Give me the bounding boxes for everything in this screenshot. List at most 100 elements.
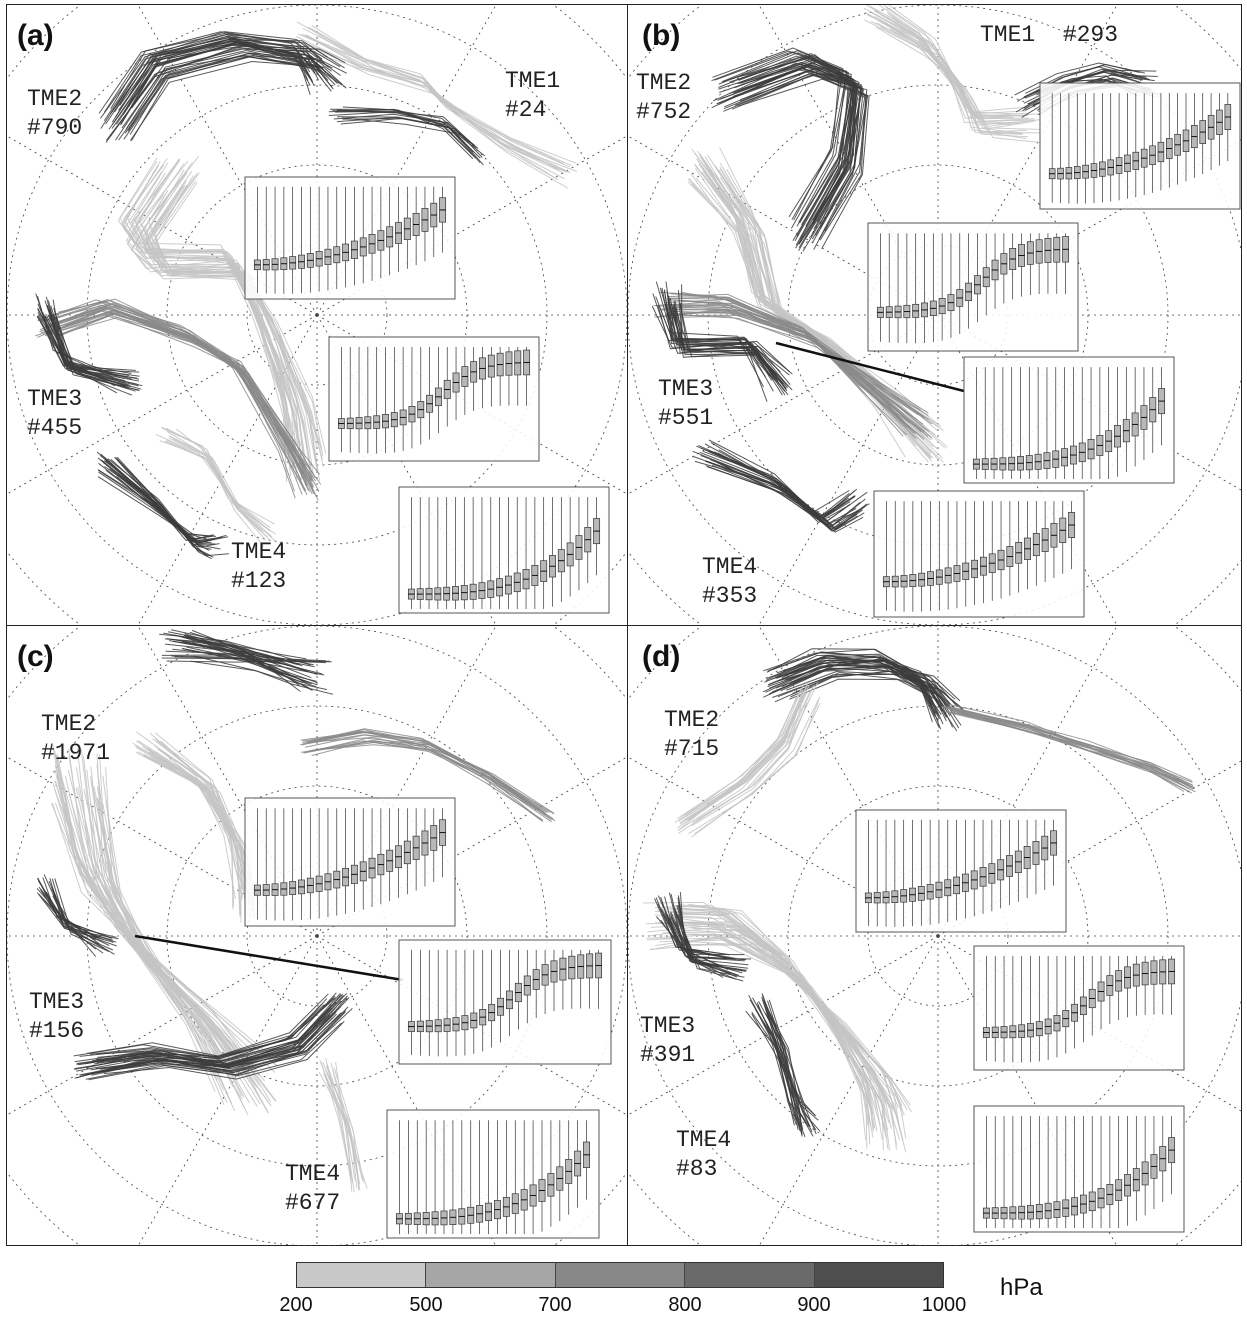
boxplot-inset [244,176,456,300]
trajectory-line [712,47,844,221]
trajectory-line [765,1003,806,1138]
trajectory-map-d [628,626,1242,1246]
trajectory-line [705,460,861,526]
tme-count: #83 [676,1156,718,1182]
trajectory-line [54,780,249,1066]
trajectory-line [191,629,301,692]
trajectory-line [53,310,132,396]
tme-label-tme1: TME1 #293 [980,21,1118,50]
trajectory-line [691,698,810,827]
trajectory-line [664,303,918,421]
trajectory-line [53,315,142,390]
trajectory-line [863,7,1026,115]
trajectory-line [955,710,1193,794]
tme-name: TME3 [29,989,85,1015]
trajectory-line [661,287,771,377]
trajectory-line [46,304,129,389]
trajectory-line [105,470,220,548]
trajectory-line [696,704,803,820]
trajectory-line [115,44,322,125]
latitude-circle [246,865,388,1007]
trajectory-line [688,696,821,835]
trajectory-line [734,58,860,240]
trajectory-line [37,312,138,379]
trajectory-line [654,910,874,1115]
tme-count: #677 [285,1190,341,1216]
tme-name: TME4 [231,539,287,565]
trajectory-line [771,659,943,712]
trajectory-line [122,168,302,447]
trajectory-line [664,912,747,961]
tme-label-tme4: TME4 #353 [702,553,757,611]
trajectory-line [325,1057,354,1184]
panel-b: (b) TME1 #293 TME2 #752 TME3 #551 TME4 #… [627,5,1242,625]
trajectory-line [91,1010,347,1074]
trajectory-line [172,438,275,541]
colorbar-segment [426,1263,556,1287]
trajectory-line [89,1004,325,1059]
trajectory-line [169,435,270,539]
trajectory-map-c [7,626,627,1246]
trajectory-line [129,60,347,141]
trajectory-line [867,14,1029,117]
trajectory-line [50,305,126,386]
tme-label-tme2: TME2 #715 [664,706,719,764]
meridian-line [7,756,318,937]
trajectory-line [146,748,253,908]
tme-label-tme2: TME2 #752 [636,69,691,127]
meridian-line [316,756,627,937]
colorbar-tick: 700 [538,1294,572,1316]
trajectory-line [670,303,789,389]
trajectory-line [950,706,1191,793]
tme-count: #353 [702,583,758,609]
trajectory-line [667,301,789,387]
trajectory-line [325,1065,361,1185]
tme-label-tme4: TME4 #83 [676,1126,731,1184]
trajectory-line [112,41,327,125]
tme-count: #752 [636,99,692,125]
tme-name: TME4 [702,554,758,580]
meridian-line [316,135,627,316]
colorbar-tick: 900 [797,1294,831,1316]
boxplot-inset [1039,82,1241,210]
tme-name: TME2 [27,86,83,112]
trajectory-line [723,74,868,232]
meridian-line [316,5,497,316]
trajectory-line [720,66,857,230]
trajectory-line [1017,63,1145,102]
tme-label-tme2: TME2 #790 [27,85,82,143]
tme-count: #715 [664,736,720,762]
trajectory-line [776,659,941,719]
trajectory-line [890,25,1042,144]
trajectory-line [675,936,902,1134]
tme-label-tme4: TME4 #677 [285,1160,340,1218]
trajectory-line [161,654,326,662]
tme-label-tme3: TME3 #156 [29,988,84,1046]
trajectory-line [679,907,874,1138]
trajectory-line [155,738,241,917]
trajectory-line [86,769,243,1097]
trajectory-line [683,694,803,821]
trajectory-line [52,744,215,1059]
trajectory-line [159,440,275,525]
trajectory-line [957,712,1196,793]
colorbar-segment [297,1263,427,1287]
trajectory-line [114,38,321,118]
trajectory-line [336,116,481,159]
tme-count: #293 [1062,22,1119,48]
tme-name: TME2 [636,70,692,96]
trajectory-line [668,293,910,424]
boxplot-inset [867,222,1079,352]
trajectory-line [149,732,235,907]
boxplot-inset [973,1105,1185,1233]
meridian-line [137,314,318,625]
trajectory-line [768,658,946,706]
trajectory-line [748,994,797,1121]
trajectory-line [55,780,252,1069]
tme-name: TME1 [505,68,561,94]
trajectory-line [308,44,578,172]
trajectory-line [684,691,800,817]
trajectory-line [181,647,318,686]
trajectory-line [124,160,293,451]
tme-count: #790 [27,115,83,141]
